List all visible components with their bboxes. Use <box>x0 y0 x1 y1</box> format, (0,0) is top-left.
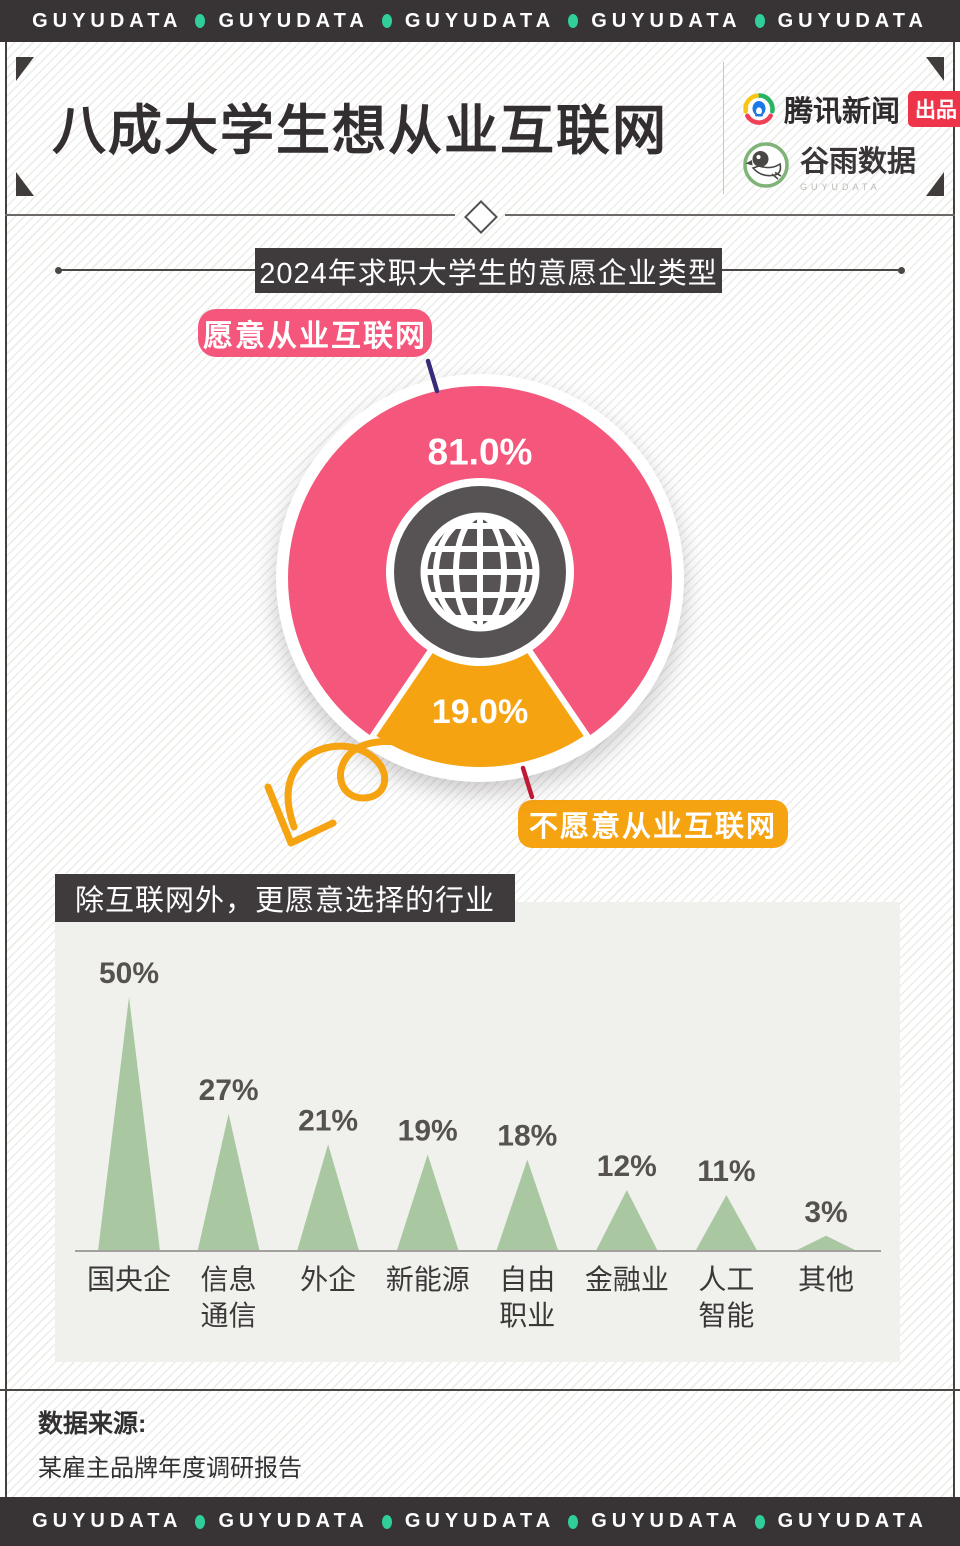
triangle-bar <box>795 1235 857 1251</box>
category-label: 人工 智能 <box>698 1264 755 1332</box>
triangle-bar <box>695 1195 758 1251</box>
top-banner: GUYUDATA GUYUDATA GUYUDATA GUYUDATA GUYUDATA <box>0 0 960 42</box>
donut-chart: 81.0% 19.0% <box>260 358 700 798</box>
banner-brand-text: GUYUDATA <box>218 9 369 32</box>
brand-row: 谷雨数据 GUYUDATA <box>742 138 916 192</box>
pie-label-yes: 愿意从业互联网 <box>198 309 432 357</box>
triangle-chart-svg: 50% 27% 21% 19% 18% 12% 11% 3% <box>75 957 881 1252</box>
bottom-banner: GUYUDATA GUYUDATA GUYUDATA GUYUDATA GUYUDATA <box>0 1497 960 1546</box>
header-bottom-line-left <box>5 214 455 216</box>
dot-icon <box>568 14 579 28</box>
source-label: 数据来源: <box>38 1410 147 1438</box>
category-label: 其他 <box>797 1264 854 1295</box>
section-line-left <box>60 269 255 271</box>
section-title: 2024年求职大学生的意愿企业类型 <box>255 248 722 293</box>
banner-brand-text: GUYUDATA <box>777 1510 928 1532</box>
triangle-bar <box>197 1113 260 1251</box>
pie-value-label-no: 19.0% <box>432 693 528 731</box>
value-label: 50% <box>99 957 159 990</box>
dot-icon <box>754 1514 765 1529</box>
value-label: 3% <box>804 1196 847 1229</box>
section-line-dot-left <box>55 267 62 274</box>
dot-icon <box>195 14 206 28</box>
category-label: 新能源 <box>385 1264 470 1295</box>
dot-icon <box>754 14 765 28</box>
triangle-bar <box>98 997 160 1251</box>
brand-latin: GUYUDATA <box>800 182 881 192</box>
banner-brand-text: GUYUDATA <box>404 9 556 32</box>
publisher-name: 腾讯新闻 <box>784 96 901 128</box>
section-line-right <box>722 269 900 271</box>
header-bottom-line-right <box>505 214 955 216</box>
publisher-row: 腾讯新闻 出品 <box>742 88 960 130</box>
pie-value-label-yes: 81.0% <box>428 432 533 473</box>
value-label: 12% <box>597 1150 657 1183</box>
banner-brand-text: GUYUDATA <box>32 1510 183 1532</box>
category-label: 金融业 <box>584 1264 669 1295</box>
triangle-bar <box>595 1190 658 1251</box>
category-label: 自由 职业 <box>499 1264 556 1332</box>
value-label: 18% <box>497 1120 557 1153</box>
banner-brand-text: GUYUDATA <box>591 1510 742 1532</box>
banner-brand-text: GUYUDATA <box>32 9 183 32</box>
category-label: 国央企 <box>86 1264 171 1295</box>
chart2-title: 除互联网外，更愿意选择的行业 <box>55 874 516 922</box>
guyu-logo-icon <box>743 142 789 188</box>
category-label: 信息 通信 <box>200 1264 257 1332</box>
banner-brand-text: GUYUDATA <box>218 1510 369 1532</box>
banner-brand-text: GUYUDATA <box>777 9 928 32</box>
footer-separator <box>0 1389 960 1391</box>
pie-label-no: 不愿意从业互联网 <box>518 800 788 848</box>
dot-icon <box>381 1514 392 1529</box>
banner-brand-text: GUYUDATA <box>404 1510 556 1532</box>
dot-icon <box>381 14 392 28</box>
value-label: 19% <box>398 1115 458 1148</box>
section-line-dot-right <box>898 267 905 274</box>
dot-icon <box>568 1514 579 1529</box>
value-label: 11% <box>697 1155 755 1188</box>
globe-icon <box>420 512 540 632</box>
triangle-bar <box>396 1154 459 1251</box>
triangle-bar <box>496 1159 559 1251</box>
header-divider <box>723 62 724 194</box>
donut-chart-svg: 81.0% 19.0% <box>276 374 684 782</box>
tencent-news-logo-icon <box>743 93 775 125</box>
page-title: 八成大学生想从业互联网 <box>52 101 668 161</box>
brand-name: 谷雨数据 <box>800 146 917 178</box>
category-label: 外企 <box>300 1264 357 1295</box>
value-label: 21% <box>298 1104 358 1137</box>
publisher-badge: 出品 <box>908 91 960 127</box>
triangle-bar <box>297 1144 360 1251</box>
dot-icon <box>195 1514 206 1529</box>
source-text: 某雇主品牌年度调研报告 <box>38 1455 302 1482</box>
value-label: 27% <box>199 1074 259 1107</box>
chart2-panel: 50% 27% 21% 19% 18% 12% 11% 3% 国央企 信息 通信 外企 新能源 自由 职业金… <box>55 902 900 1362</box>
banner-brand-text: GUYUDATA <box>591 9 742 32</box>
